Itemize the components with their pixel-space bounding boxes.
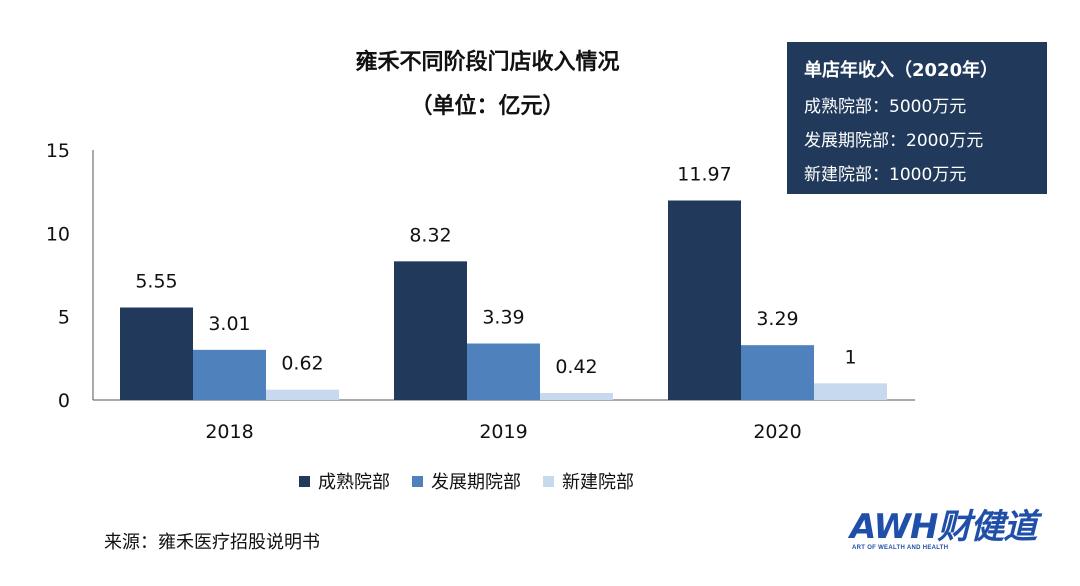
info-box-title: 单店年收入（2020年） [804,60,999,81]
bar [120,307,193,400]
awh-logo: AWH财健道 ART OF WEALTH AND HEALTH [850,510,1062,554]
chart-title: 雍禾不同阶段门店收入情况 [355,50,620,75]
chart-legend: 成熟院部 发展期院部 新建院部 [299,468,656,494]
y-tick-label: 10 [46,223,70,245]
bar [668,200,741,400]
bar [741,345,814,400]
bar [540,393,613,400]
legend-swatch [543,475,554,487]
logo-text: AWH财健道 [850,507,1037,547]
x-tick-label: 2018 [205,421,253,443]
bar [467,343,540,400]
legend-swatch [299,475,310,487]
bar [193,349,266,400]
legend-item-mature: 成熟院部 [299,468,390,494]
x-tick-label: 2019 [479,421,527,443]
bar [266,389,339,400]
legend-label: 成熟院部 [318,472,390,493]
y-tick-label: 15 [46,140,70,162]
info-box-line-developing: 发展期院部：2000万元 [804,131,984,151]
data-label: 8.32 [409,224,451,246]
data-label: 0.42 [555,356,597,378]
data-label: 1 [844,346,856,368]
data-label: 3.39 [482,307,524,329]
y-tick-label: 0 [58,390,70,412]
chart-subtitle: （单位：亿元） [410,94,565,119]
data-label: 3.29 [756,308,798,330]
source-note: 来源：雍禾医疗招股说明书 [104,532,320,553]
info-box-line-mature: 成熟院部：5000万元 [804,97,967,117]
logo-tagline: ART OF WEALTH AND HEALTH [852,545,949,551]
info-box: 单店年收入（2020年） 成熟院部：5000万元 发展期院部：2000万元 新建… [787,42,1047,194]
data-label: 3.01 [208,313,250,335]
bar [394,261,467,400]
legend-item-developing: 发展期院部 [412,468,521,494]
info-box-line-new: 新建院部：1000万元 [804,165,967,185]
x-tick-label: 2020 [753,421,801,443]
legend-label: 发展期院部 [431,472,521,493]
bar [814,383,887,400]
data-label: 11.97 [677,164,731,186]
legend-item-new: 新建院部 [543,468,634,494]
data-label: 0.62 [281,353,323,375]
data-label: 5.55 [135,271,177,293]
legend-label: 新建院部 [562,472,634,493]
y-tick-label: 5 [58,307,70,329]
legend-swatch [412,475,423,487]
